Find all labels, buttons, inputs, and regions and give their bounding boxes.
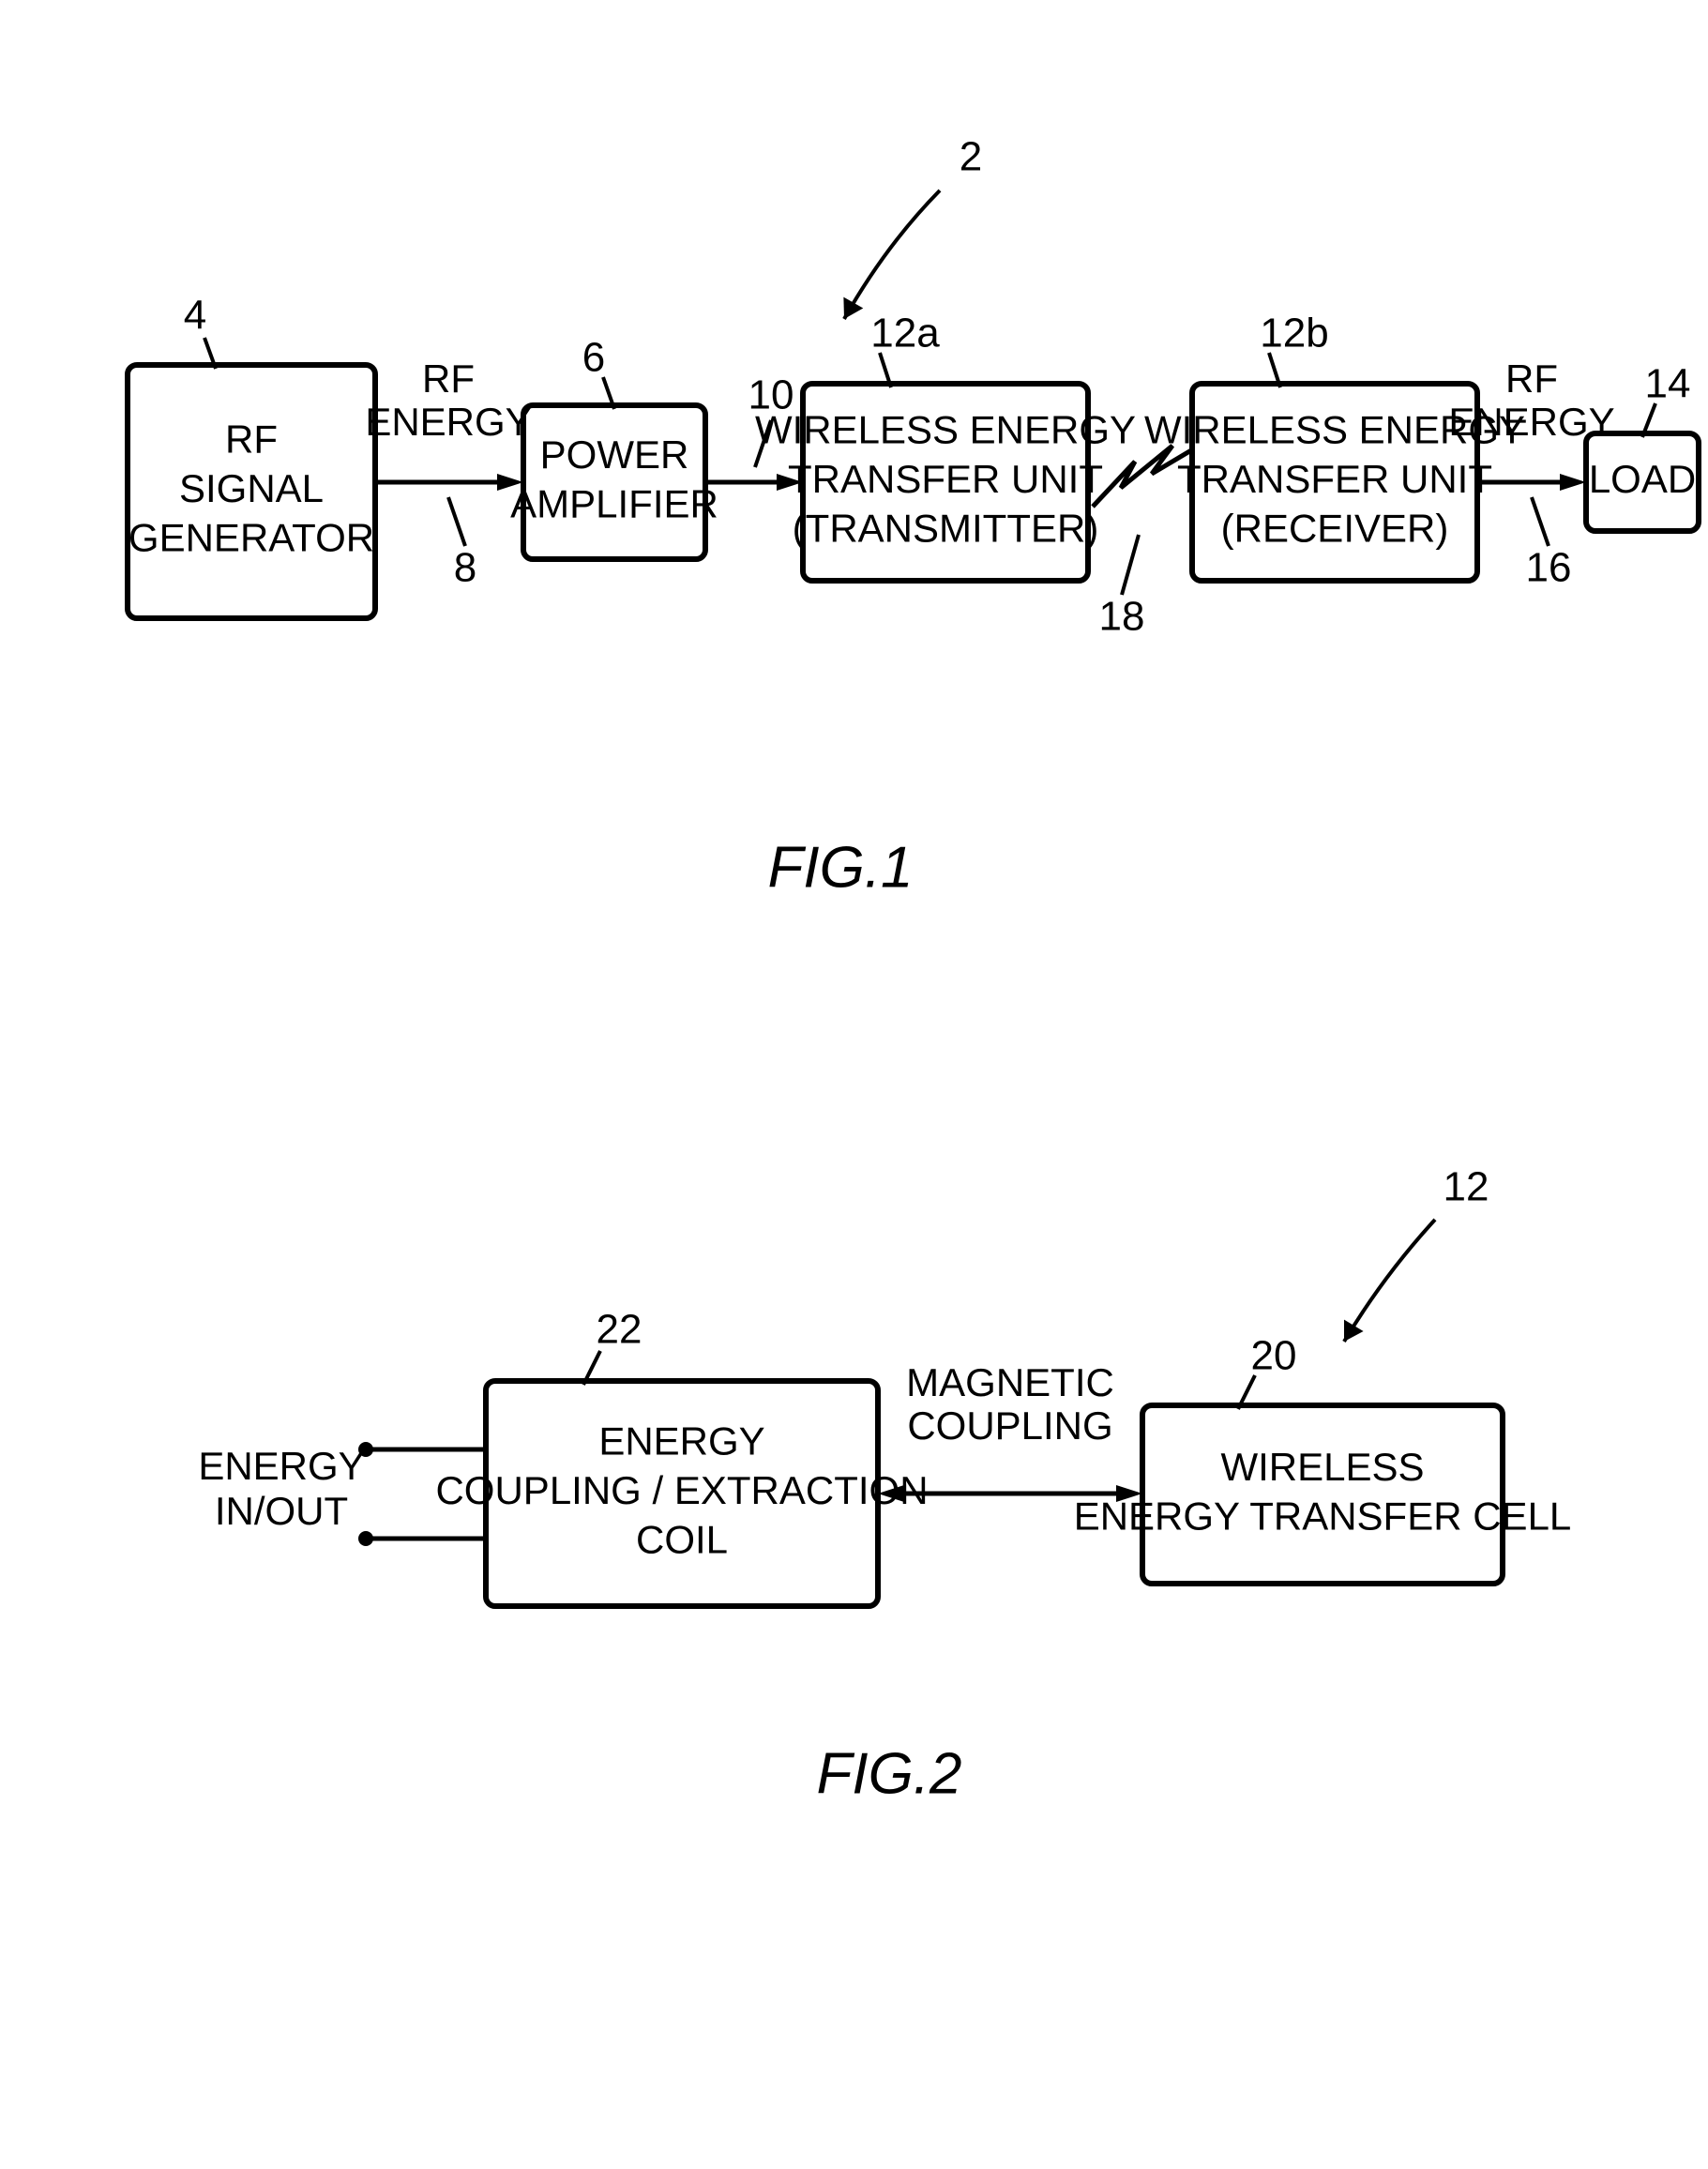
fig1-tx-label: WIRELESS ENERGY [755,408,1136,452]
fig2-coil-label: COUPLING / EXTRACTION [435,1468,928,1512]
fig2-system-ref: 12 [1443,1164,1489,1210]
fig2-cell-label: WIRELESS [1220,1445,1424,1489]
fig1-a16-ref: 16 [1526,545,1572,591]
fig1-a8-ref: 8 [454,545,476,591]
fig1-rf_gen-ref: 4 [184,293,206,339]
fig1-a16-leader [1532,497,1549,546]
fig1-a16-label: RF [1505,356,1558,401]
fig1-rx-ref: 12b [1260,311,1328,356]
fig1-system-leader [844,190,940,319]
fig1-18-leader [1122,535,1139,595]
fig2-coil-ref: 22 [597,1307,642,1353]
fig2-cell-ref: 20 [1251,1333,1297,1379]
fig1-arrow-a16 [1477,474,1586,491]
fig2-coil-label: COIL [636,1518,728,1562]
fig2-system-leader [1344,1220,1435,1342]
fig1-pa-ref: 6 [582,335,605,381]
fig1-arrow-a8 [375,474,523,491]
fig1-rf_gen-label: RF [225,417,278,462]
fig1-rf_gen-label: GENERATOR [128,516,374,560]
fig1-system-ref: 2 [960,134,982,180]
fig2-energy-label: IN/OUT [215,1489,348,1533]
fig1-a8-label: RF [422,356,475,401]
fig1-load-label: LOAD [1589,457,1696,501]
fig1-rx-label: (RECEIVER) [1221,507,1449,551]
fig1-18-ref: 18 [1099,594,1145,640]
fig1-tx-ref: 12a [870,311,940,356]
fig1-tx-label: (TRANSMITTER) [793,507,1099,551]
fig2-coil-label: ENERGY [598,1419,764,1464]
fig1-pa-label: POWER [540,432,689,477]
fig1-a10-ref: 10 [748,372,794,418]
fig1-a8-leader [448,497,465,546]
fig1-load-ref: 14 [1645,361,1691,407]
fig1-title: FIG.1 [767,835,913,900]
fig2-coupling-label: MAGNETIC [906,1360,1114,1404]
fig2-title: FIG.2 [816,1741,961,1806]
fig1-pa-label: AMPLIFIER [510,481,718,525]
fig1-tx-label: TRANSFER UNIT [788,457,1103,501]
fig2-cell-label: ENERGY TRANSFER CELL [1074,1494,1572,1538]
fig1-rx-label: TRANSFER UNIT [1177,457,1492,501]
fig1-a8-label: ENERGY [365,400,531,444]
fig1-rf_gen-label: SIGNAL [179,466,324,510]
fig2-coupling-label: COUPLING [907,1403,1112,1448]
fig2-energy-label: ENERGY [198,1444,364,1488]
fig1-a16-label: ENERGY [1448,400,1614,444]
